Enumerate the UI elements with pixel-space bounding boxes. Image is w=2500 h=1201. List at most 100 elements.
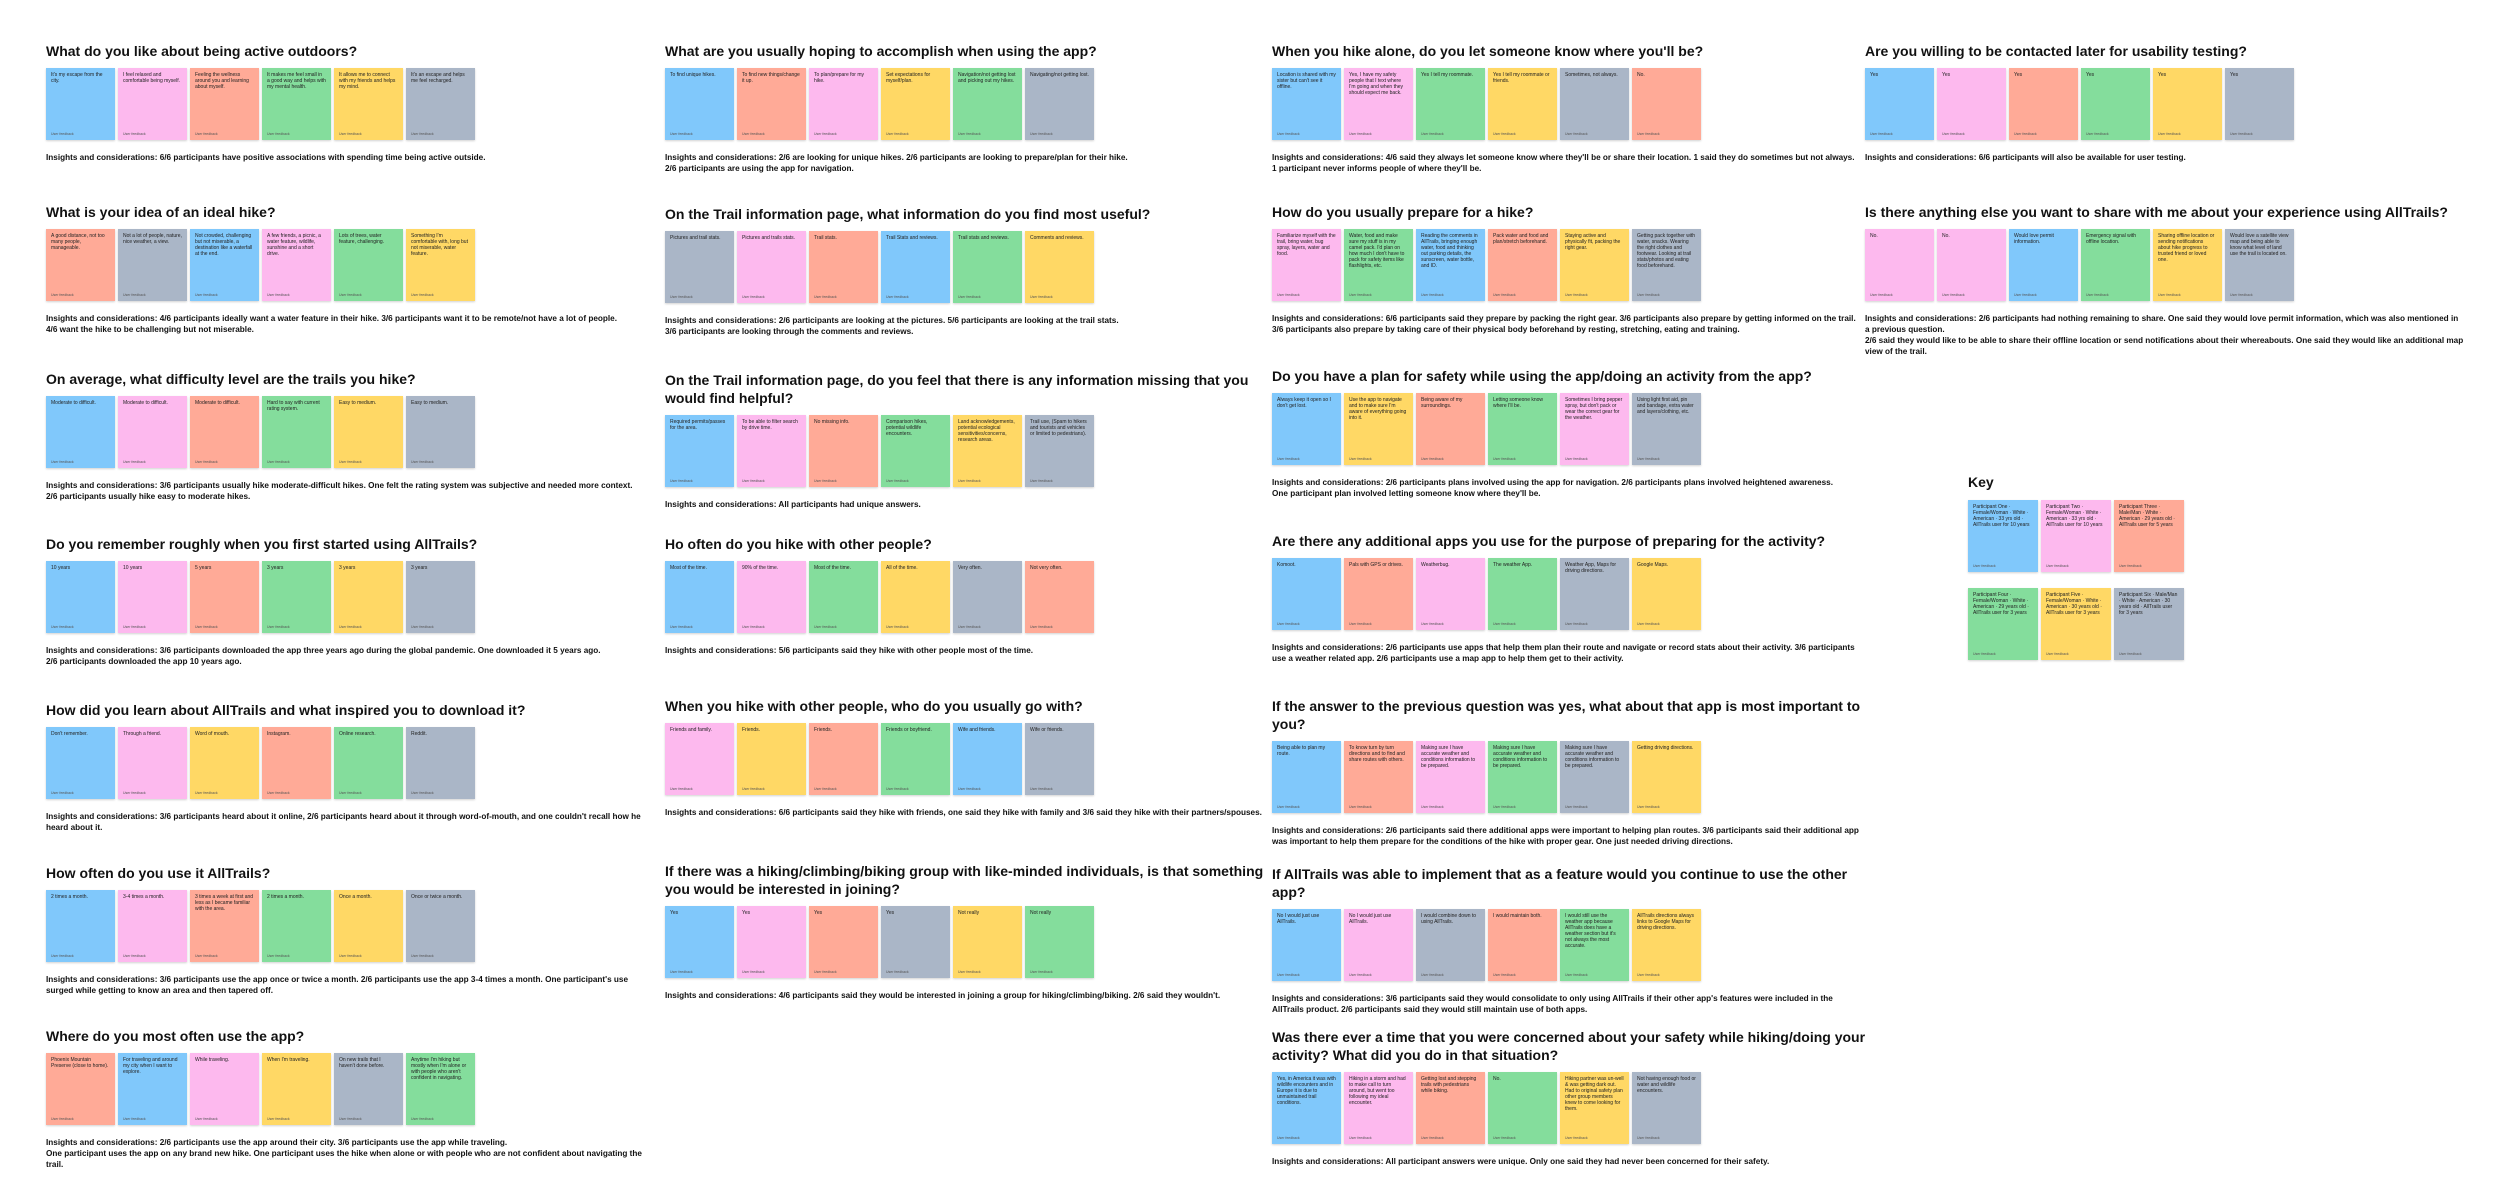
sticky-note[interactable]: To find unique hikes. User feedback	[665, 68, 734, 140]
sticky-note[interactable]: Wife and friends. User feedback	[953, 723, 1022, 795]
sticky-note[interactable]: 10 years User feedback	[46, 561, 115, 633]
sticky-note[interactable]: Location is shared with my sister but ca…	[1272, 68, 1341, 140]
sticky-note[interactable]: Comments and reviews. User feedback	[1025, 231, 1094, 303]
sticky-note[interactable]: Yes I tell my roommate or friends. User f…	[1488, 68, 1557, 140]
sticky-note[interactable]: Making sure I have accurate weather and …	[1560, 741, 1629, 813]
sticky-note[interactable]: Pack water and food and plan/stretch bef…	[1488, 229, 1557, 301]
sticky-note[interactable]: No. User feedback	[1865, 229, 1934, 301]
sticky-note[interactable]: Once a month. User feedback	[334, 890, 403, 962]
sticky-note[interactable]: It's an escape and helps me feel recharg…	[406, 68, 475, 140]
sticky-note[interactable]: No. User feedback	[1937, 229, 2006, 301]
sticky-note[interactable]: No missing info. User feedback	[809, 415, 878, 487]
sticky-note[interactable]: Getting pack together with water, snacks…	[1632, 229, 1701, 301]
sticky-note[interactable]: Set expectations for myself/plan. User fe…	[881, 68, 950, 140]
sticky-note[interactable]: All of the time. User feedback	[881, 561, 950, 633]
sticky-note[interactable]: 2 times a month. User feedback	[46, 890, 115, 962]
sticky-note[interactable]: It's my escape from the city. User feedba…	[46, 68, 115, 140]
participant-note[interactable]: Participant Three · Male/Man · White · A…	[2114, 500, 2184, 572]
sticky-note[interactable]: I would still use the weather app becaus…	[1560, 909, 1629, 981]
sticky-note[interactable]: Always keep it open so I don't get lost.…	[1272, 393, 1341, 465]
sticky-note[interactable]: Moderate to difficult. User feedback	[190, 396, 259, 468]
sticky-note[interactable]: 3-4 times a month. User feedback	[118, 890, 187, 962]
sticky-note[interactable]: 3 times a week at first and less as I be…	[190, 890, 259, 962]
sticky-note[interactable]: Google Maps. User feedback	[1632, 558, 1701, 630]
sticky-note[interactable]: Lots of trees, water feature, challengin…	[334, 229, 403, 301]
sticky-note[interactable]: Friends. User feedback	[809, 723, 878, 795]
sticky-note[interactable]: Friends. User feedback	[737, 723, 806, 795]
sticky-note[interactable]: Being aware of my surroundings. User feed…	[1416, 393, 1485, 465]
sticky-note[interactable]: Yes I tell my roommate. User feedback	[1416, 68, 1485, 140]
sticky-note[interactable]: Most of the time. User feedback	[809, 561, 878, 633]
sticky-note[interactable]: Making sure I have accurate weather and …	[1488, 741, 1557, 813]
sticky-note[interactable]: 3 years User feedback	[406, 561, 475, 633]
sticky-note[interactable]: Komoot. User feedback	[1272, 558, 1341, 630]
sticky-note[interactable]: When I'm traveling. User feedback	[262, 1053, 331, 1125]
sticky-note[interactable]: Yes, I have my safety people that I text…	[1344, 68, 1413, 140]
sticky-note[interactable]: Friends or boyfriend. User feedback	[881, 723, 950, 795]
sticky-note[interactable]: Not crowded, challenging but not miserab…	[190, 229, 259, 301]
sticky-note[interactable]: Comparison hikes, potential wildlife enc…	[881, 415, 950, 487]
sticky-note[interactable]: I would combine down to using AllTrails.…	[1416, 909, 1485, 981]
sticky-note[interactable]: Not really User feedback	[953, 906, 1022, 978]
sticky-note[interactable]: Use the app to navigate and to make sure…	[1344, 393, 1413, 465]
sticky-note[interactable]: Pictures and trails stats. User feedback	[737, 231, 806, 303]
sticky-note[interactable]: Feeling the wellness around you and lear…	[190, 68, 259, 140]
sticky-note[interactable]: Yes User feedback	[737, 906, 806, 978]
sticky-note[interactable]: Anytime I'm hiking but mostly when I'm a…	[406, 1053, 475, 1125]
sticky-note[interactable]: Yes User feedback	[1937, 68, 2006, 140]
sticky-note[interactable]: Letting someone know where I'll be. User …	[1488, 393, 1557, 465]
sticky-note[interactable]: Emergency signal with offline location. U…	[2081, 229, 2150, 301]
sticky-note[interactable]: Phoenix Mountain Preserve (close to home…	[46, 1053, 115, 1125]
sticky-note[interactable]: To find new things/change it up. User fee…	[737, 68, 806, 140]
participant-note[interactable]: Participant Four · Female/Woman · White …	[1968, 588, 2038, 660]
participant-note[interactable]: Participant Five · Female/Woman · White …	[2041, 588, 2111, 660]
sticky-note[interactable]: Would love permit information. User feedb…	[2009, 229, 2078, 301]
sticky-note[interactable]: Trail stats. User feedback	[809, 231, 878, 303]
sticky-note[interactable]: Don't remember. User feedback	[46, 727, 115, 799]
sticky-note[interactable]: 5 years User feedback	[190, 561, 259, 633]
sticky-note[interactable]: Yes, in America it was with wildlife enc…	[1272, 1072, 1341, 1144]
sticky-note[interactable]: Easy to medium. User feedback	[334, 396, 403, 468]
sticky-note[interactable]: Yes User feedback	[881, 906, 950, 978]
sticky-note[interactable]: Friends and family. User feedback	[665, 723, 734, 795]
sticky-note[interactable]: A few friends, a picnic, a water feature…	[262, 229, 331, 301]
sticky-note[interactable]: Hiking in a storm and had to make call t…	[1344, 1072, 1413, 1144]
sticky-note[interactable]: Yes User feedback	[665, 906, 734, 978]
sticky-note[interactable]: Sharing offline location or sending noti…	[2153, 229, 2222, 301]
sticky-note[interactable]: Would love a satellite view map and bein…	[2225, 229, 2294, 301]
sticky-note[interactable]: Not really User feedback	[1025, 906, 1094, 978]
participant-note[interactable]: Participant One · Female/Woman · White ·…	[1968, 500, 2038, 572]
sticky-note[interactable]: 10 years User feedback	[118, 561, 187, 633]
sticky-note[interactable]: Being able to plan my route. User feedbac…	[1272, 741, 1341, 813]
sticky-note[interactable]: Navigation/not getting lost and picking …	[953, 68, 1022, 140]
sticky-note[interactable]: Yes User feedback	[2225, 68, 2294, 140]
sticky-note[interactable]: Word of mouth. User feedback	[190, 727, 259, 799]
sticky-note[interactable]: Through a friend. User feedback	[118, 727, 187, 799]
sticky-note[interactable]: Very often. User feedback	[953, 561, 1022, 633]
sticky-note[interactable]: Reddit. User feedback	[406, 727, 475, 799]
sticky-note[interactable]: Weather App, Maps for driving directions…	[1560, 558, 1629, 630]
sticky-note[interactable]: The weather App. User feedback	[1488, 558, 1557, 630]
sticky-note[interactable]: Hard to say with current rating system. U…	[262, 396, 331, 468]
sticky-note[interactable]: A good distance, not too many people, ma…	[46, 229, 115, 301]
sticky-note[interactable]: No I would just use AllTrails. User feedb…	[1272, 909, 1341, 981]
sticky-note[interactable]: 90% of the time. User feedback	[737, 561, 806, 633]
sticky-note[interactable]: Something I'm comfortable with, long but…	[406, 229, 475, 301]
sticky-note[interactable]: Pictures and trail stats. User feedback	[665, 231, 734, 303]
sticky-note[interactable]: While traveling. User feedback	[190, 1053, 259, 1125]
sticky-note[interactable]: Most of the time. User feedback	[665, 561, 734, 633]
sticky-note[interactable]: No I would just use AllTrails. User feedb…	[1344, 909, 1413, 981]
sticky-note[interactable]: Online research. User feedback	[334, 727, 403, 799]
sticky-note[interactable]: Navigating/not getting lost. User feedbac…	[1025, 68, 1094, 140]
sticky-note[interactable]: Pals with GPS or drives. User feedback	[1344, 558, 1413, 630]
participant-note[interactable]: Participant Six · Male/Man · White · Ame…	[2114, 588, 2184, 660]
sticky-note[interactable]: Not a lot of people, nature, nice weathe…	[118, 229, 187, 301]
sticky-note[interactable]: Once or twice a month. User feedback	[406, 890, 475, 962]
sticky-note[interactable]: I feel relaxed and comfortable being mys…	[118, 68, 187, 140]
sticky-note[interactable]: Reading the comments in AllTrails, bring…	[1416, 229, 1485, 301]
sticky-note[interactable]: Yes User feedback	[2153, 68, 2222, 140]
sticky-note[interactable]: Sometimes I bring pepper spray, but don'…	[1560, 393, 1629, 465]
sticky-note[interactable]: Not having enough food or water and wild…	[1632, 1072, 1701, 1144]
sticky-note[interactable]: I would maintain both. User feedback	[1488, 909, 1557, 981]
participant-note[interactable]: Participant Two · Female/Woman · White ·…	[2041, 500, 2111, 572]
